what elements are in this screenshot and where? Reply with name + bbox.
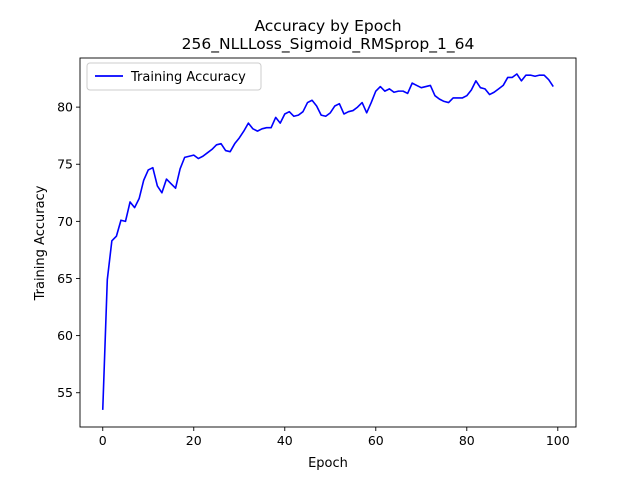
x-axis-label: Epoch [308, 456, 348, 471]
x-tick-label: 100 [546, 433, 570, 448]
y-tick-label: 70 [57, 214, 73, 229]
legend-box [86, 62, 262, 91]
y-axis-label: Training Accuracy [33, 185, 48, 301]
x-tick-label: 80 [459, 433, 475, 448]
chart-title: Accuracy by Epoch [254, 17, 401, 35]
plot-area [79, 57, 577, 428]
y-tick-label: 80 [57, 100, 73, 115]
y-tick-label: 75 [57, 157, 73, 172]
y-axis-ticks: 55 60 65 70 75 80 [57, 100, 80, 400]
y-tick-label: 55 [57, 385, 73, 400]
x-tick-label: 0 [99, 433, 107, 448]
x-tick-label: 20 [186, 433, 202, 448]
series-line-0 [101, 73, 554, 410]
y-tick-label: 65 [57, 271, 73, 286]
axes-frame [79, 57, 577, 428]
legend-entry-label: Training Accuracy [130, 70, 246, 85]
x-axis-ticks: 0 20 40 60 80 100 [99, 427, 570, 448]
x-tick-label: 60 [368, 433, 384, 448]
y-tick-label: 60 [57, 328, 73, 343]
legend: Training Accuracy [86, 62, 262, 91]
x-tick-label: 40 [277, 433, 293, 448]
chart-subtitle: 256_NLLLoss_Sigmoid_RMSprop_1_64 [182, 35, 475, 54]
